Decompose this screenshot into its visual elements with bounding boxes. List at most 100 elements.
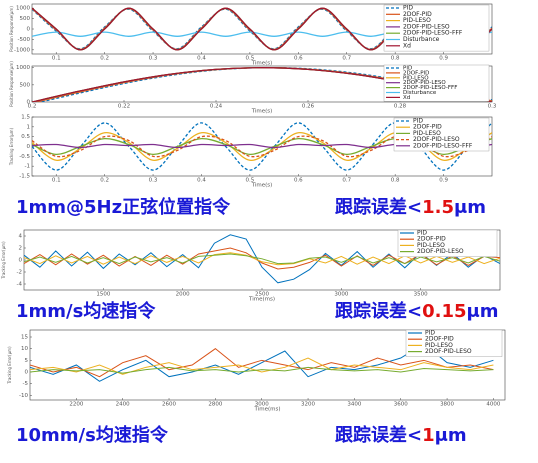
x-tick-label: 0.5	[246, 56, 255, 62]
x-tick-label: 2000	[176, 292, 190, 298]
x-tick-label: 3800	[440, 402, 454, 408]
legend-label: PID	[417, 230, 427, 237]
x-axis-label: Time(ms)	[248, 297, 275, 303]
caption-error: 跟踪误差<1.5μm	[335, 196, 486, 218]
legend-label: 2DOF-PID	[403, 11, 432, 18]
y-tick-label: 2	[19, 246, 23, 252]
legend-label: PID-LESO	[413, 130, 441, 137]
x-tick-label: 3500	[414, 292, 428, 298]
x-tick-label: 0.4	[197, 178, 206, 184]
y-axis-label: Tracking Error(μm)	[9, 127, 14, 166]
legend-label: 2DOF-PID-LESO-FFF	[403, 85, 457, 91]
caption-error: 跟踪误差<1μm	[335, 424, 467, 446]
y-tick-label: 1000	[16, 65, 30, 71]
legend-label: 2DOF-PID	[403, 70, 429, 76]
x-tick-label: 2800	[208, 402, 222, 408]
legend-box	[383, 64, 490, 102]
y-tick-label: 15	[21, 335, 28, 341]
x-tick-label: 0.1	[52, 56, 61, 62]
y-tick-label: 0	[27, 100, 31, 106]
x-tick-label: 0.24	[210, 104, 223, 110]
legend-box	[405, 329, 503, 357]
y-tick-label: 0	[25, 370, 29, 376]
error-value: 1	[422, 425, 435, 446]
error-value: 1.5	[422, 197, 454, 218]
y-tick-label: 0	[19, 258, 23, 264]
legend-label: 2DOF-PID-LESO	[413, 136, 460, 143]
x-tick-label: 0.2	[100, 178, 109, 184]
legend-label: Xd	[403, 95, 410, 101]
x-tick-label: 0.3	[149, 178, 158, 184]
y-tick-label: 1.5	[21, 115, 30, 121]
legend-label: 2DOF-PID	[413, 124, 442, 131]
y-tick-label: 1000	[16, 6, 30, 12]
x-axis-label: Time(s)	[251, 61, 273, 67]
x-tick-label: 0.2	[100, 56, 109, 62]
y-tick-label: -1	[25, 164, 30, 170]
x-tick-label: 1500	[96, 292, 110, 298]
legend-label: 2DOF-PID	[417, 236, 446, 243]
caption-command: 10mm/s均速指令	[16, 424, 169, 446]
y-axis-label: Position Response(μm)	[9, 6, 14, 52]
x-tick-label: 0.6	[294, 178, 303, 184]
legend-box	[383, 4, 490, 52]
caption-command: 1mm@5Hz正弦位置指令	[16, 196, 231, 218]
x-tick-label: 0.7	[342, 178, 351, 184]
x-tick-label: 0.5	[246, 178, 255, 184]
x-tick-label: 0.7	[342, 56, 351, 62]
y-axis-label: Tracking Error(μm)	[1, 241, 6, 280]
x-tick-label: 3400	[347, 402, 361, 408]
chart-panel: 0.1 0.2 0.3 0.4 0.5 0.6 0.7 0.8 0.9 -1000 -500 0 500…	[9, 3, 493, 67]
series-line	[32, 122, 492, 171]
legend-label: 2DOF-PID-LESO-FFF	[413, 142, 473, 149]
x-tick-label: 0.26	[302, 104, 315, 110]
chart-panel: 0.1 0.2 0.3 0.4 0.5 0.6 0.7 0.8 0.9 -1.5 -1 -0.5 0 0.…	[9, 115, 493, 189]
series-line	[30, 366, 494, 374]
y-tick-label: -4	[17, 282, 23, 288]
series-line	[30, 357, 494, 375]
x-tick-label: 3600	[394, 402, 408, 408]
x-axis-label: Time(s)	[251, 109, 273, 115]
legend-label: PID-LESO	[417, 242, 445, 249]
x-tick-label: 0.8	[391, 178, 400, 184]
y-tick-label: -1.5	[19, 174, 30, 180]
x-tick-label: 0.2	[28, 104, 37, 110]
y-axis-label: Position Response(μm)	[9, 61, 14, 107]
legend-label: 2DOF-PID	[425, 336, 454, 343]
y-tick-label: 1	[27, 124, 31, 130]
y-tick-label: -10	[19, 393, 28, 399]
legend-label: PID	[403, 66, 412, 72]
y-tick-label: 0	[27, 27, 31, 33]
x-tick-label: 3200	[301, 402, 315, 408]
x-tick-label: 0.22	[118, 104, 130, 110]
y-tick-label: 500	[20, 82, 31, 88]
x-tick-label: 0.3	[149, 56, 158, 62]
y-tick-label: -1000	[14, 47, 30, 53]
x-tick-label: 2500	[255, 292, 269, 298]
x-tick-label: 0.9	[439, 56, 448, 62]
series-line	[30, 348, 494, 378]
legend-box	[397, 229, 498, 257]
chart-panel: 2200 2400 2600 2800 3000 3200 3400 3600 3800 4000…	[7, 329, 506, 413]
caption-error: 跟踪误差<0.15μm	[335, 300, 499, 322]
legend-label: 2DOF-PID-LESO	[425, 348, 472, 355]
y-tick-label: 0	[27, 144, 31, 150]
legend-label: PID-LESO	[425, 342, 453, 349]
error-unit: μm	[454, 197, 486, 218]
legend-label: Disturbance	[403, 90, 437, 96]
x-tick-label: 3000	[255, 402, 269, 408]
x-tick-label: 2600	[162, 402, 176, 408]
error-prefix: 跟踪误差<	[335, 424, 422, 446]
y-tick-label: 0.5	[21, 134, 30, 140]
x-tick-label: 0.4	[197, 56, 206, 62]
x-tick-label: 0.28	[394, 104, 407, 110]
x-tick-label: 0.9	[439, 178, 448, 184]
error-prefix: 跟踪误差<	[335, 196, 422, 218]
legend-label: PID-LESO	[403, 75, 429, 81]
error-value: 0.15	[422, 301, 466, 322]
y-tick-label: 5	[25, 358, 29, 364]
y-tick-label: -0.5	[19, 154, 30, 160]
legend-label: 2DOF-PID-LESO-FFF	[403, 30, 463, 37]
y-axis-label: Tracking Error(μm)	[7, 346, 12, 385]
